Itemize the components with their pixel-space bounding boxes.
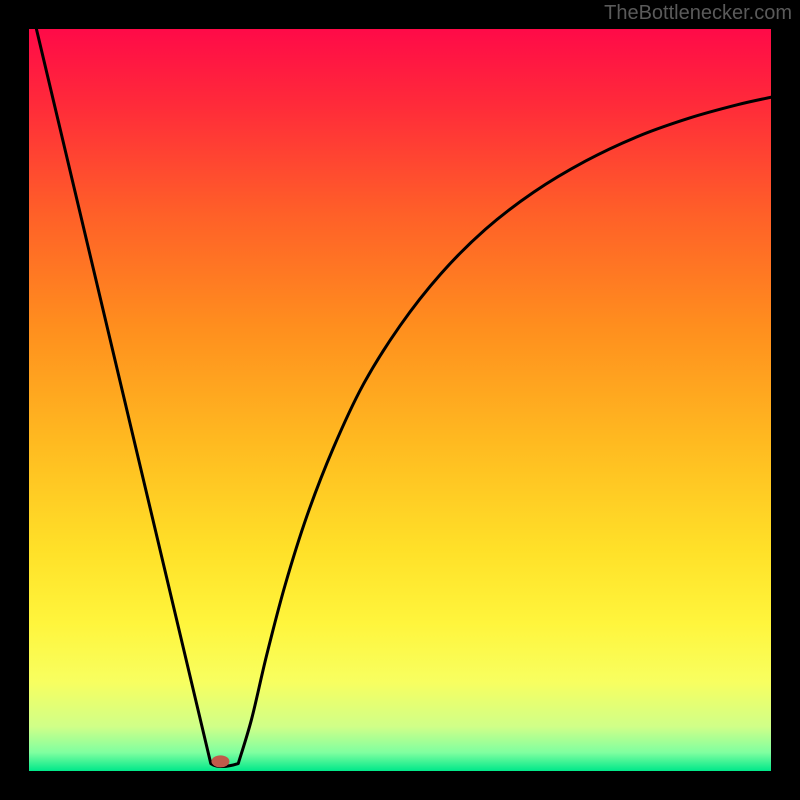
plot-svg	[29, 29, 771, 771]
plot-area	[29, 29, 771, 771]
bottleneck-curve	[36, 29, 771, 767]
watermark-text: TheBottlenecker.com	[604, 2, 792, 25]
valley-marker	[211, 755, 229, 767]
chart-container: TheBottlenecker.com	[0, 0, 800, 800]
